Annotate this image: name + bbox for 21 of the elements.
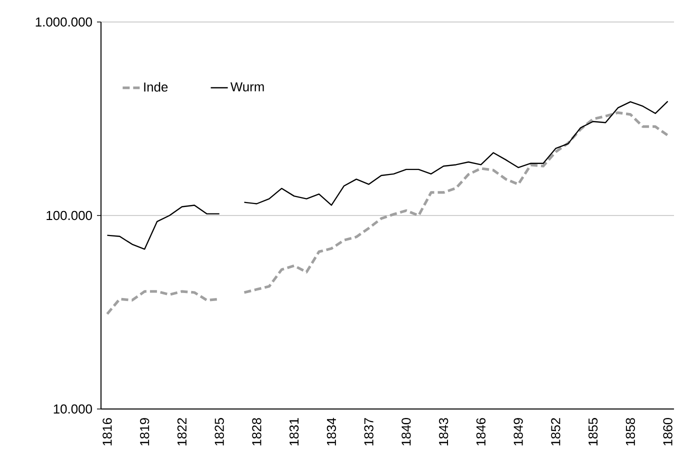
x-tick-label: 1849 xyxy=(514,418,523,446)
y-tick-label: 100.000 xyxy=(46,210,92,220)
y-tick-label: 1.000.000 xyxy=(36,17,92,27)
x-tick-label: 1840 xyxy=(402,418,411,446)
x-tick-label: 1828 xyxy=(252,418,262,446)
x-tick-label: 1855 xyxy=(588,418,598,446)
x-tick-label: 1834 xyxy=(326,418,336,446)
x-tick-label: 1822 xyxy=(177,418,187,446)
x-tick-label: 1819 xyxy=(140,418,150,446)
x-tick-label: 1852 xyxy=(551,418,560,446)
y-tick-label: 10.000 xyxy=(54,404,92,414)
x-tick-label: 1816 xyxy=(102,418,112,446)
x-tick-label: 1825 xyxy=(214,418,224,446)
x-tick-label: 1831 xyxy=(289,418,299,446)
x-tick-label: 1837 xyxy=(364,418,374,446)
x-tick-label: 1846 xyxy=(476,418,486,446)
legend-label: Inde xyxy=(144,82,168,92)
x-tick-label: 1860 xyxy=(663,418,672,446)
x-tick-label: 1843 xyxy=(438,418,448,446)
legend-label: Wurm xyxy=(230,82,264,92)
x-tick-label: 1858 xyxy=(626,418,635,446)
